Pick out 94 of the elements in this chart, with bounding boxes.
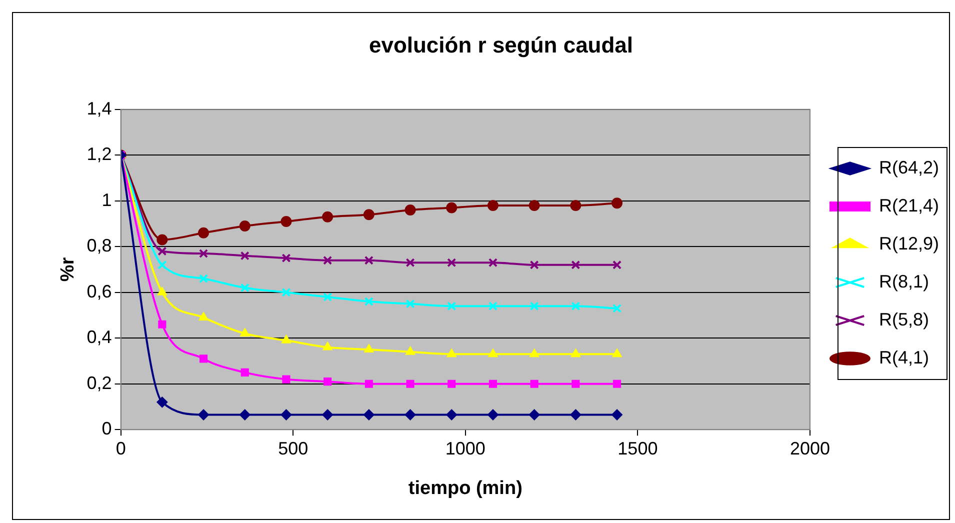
point <box>322 342 332 350</box>
point <box>612 260 622 270</box>
point <box>240 328 250 337</box>
point <box>282 254 291 263</box>
point <box>404 409 416 420</box>
point <box>364 256 374 265</box>
y-tick-label: 1,4 <box>86 98 112 118</box>
point <box>158 246 167 256</box>
point <box>612 409 623 420</box>
legend-label: R(8,1) <box>878 271 929 292</box>
y-tick-label: 0,6 <box>86 281 112 302</box>
point <box>323 292 332 302</box>
point <box>282 375 290 384</box>
point <box>158 320 166 328</box>
point <box>446 202 458 214</box>
point <box>156 234 168 246</box>
y-tick-label: 0 <box>102 418 112 439</box>
x-tick-label: 2000 <box>790 438 830 458</box>
point <box>157 286 167 296</box>
y-axis-title: %r <box>58 256 79 282</box>
point <box>240 283 250 292</box>
y-tick-label: 0,4 <box>86 327 112 348</box>
point <box>488 258 498 268</box>
chart-title: evolución r según caudal <box>368 32 634 58</box>
point <box>406 299 415 308</box>
y-tick-label: 0,8 <box>86 236 112 256</box>
point <box>324 378 332 386</box>
point <box>528 200 540 211</box>
point <box>281 334 292 344</box>
x-tick-label: 0 <box>116 438 126 458</box>
y-tick-label: 1,2 <box>86 144 112 164</box>
point <box>530 302 539 311</box>
point <box>570 409 582 420</box>
legend-label: R(4,1) <box>878 347 929 368</box>
point <box>570 200 582 211</box>
point <box>282 288 291 297</box>
point <box>572 380 580 388</box>
point <box>323 256 332 265</box>
x-tick-label: 1500 <box>618 438 658 458</box>
point <box>446 409 458 420</box>
y-tick-label: 0,2 <box>86 372 112 393</box>
x-tick-label: 1000 <box>445 438 486 458</box>
point <box>488 348 498 358</box>
point <box>446 348 456 358</box>
point <box>404 204 416 216</box>
point <box>322 409 334 420</box>
point <box>571 260 580 270</box>
point <box>529 348 540 358</box>
point <box>487 200 498 211</box>
point <box>530 380 538 388</box>
point <box>447 258 456 268</box>
point <box>406 380 414 388</box>
point <box>448 380 456 388</box>
point <box>158 260 167 270</box>
point <box>406 258 415 268</box>
point <box>239 220 250 232</box>
point <box>570 348 580 358</box>
point <box>239 409 250 420</box>
point <box>405 346 416 355</box>
point <box>198 274 208 284</box>
point <box>447 302 456 311</box>
point <box>198 409 210 420</box>
point <box>156 396 168 408</box>
x-axis-title: tiempo (min) <box>408 478 522 499</box>
point <box>571 302 580 311</box>
point <box>363 409 374 420</box>
legend-label: R(64,2) <box>878 157 940 178</box>
point <box>198 248 208 258</box>
point <box>487 409 498 420</box>
point <box>240 368 249 376</box>
point <box>612 304 622 313</box>
point <box>612 380 622 388</box>
point <box>364 296 374 306</box>
point <box>363 209 374 220</box>
legend-label: R(21,4) <box>878 195 940 216</box>
point <box>612 198 623 209</box>
point <box>364 380 373 388</box>
point <box>280 409 292 420</box>
point <box>528 409 540 420</box>
point <box>322 211 334 222</box>
legend-label: R(5,8) <box>878 309 929 330</box>
point <box>488 302 498 311</box>
point <box>530 260 539 270</box>
y-tick-label: 1 <box>102 190 112 210</box>
point <box>240 251 250 260</box>
x-tick-label: 500 <box>278 438 308 458</box>
point <box>488 380 498 388</box>
legend-label: R(12,9) <box>878 233 940 254</box>
point <box>280 216 292 227</box>
point <box>612 348 622 358</box>
point <box>364 344 374 353</box>
point <box>198 312 208 321</box>
point <box>199 354 208 363</box>
point <box>198 227 210 238</box>
